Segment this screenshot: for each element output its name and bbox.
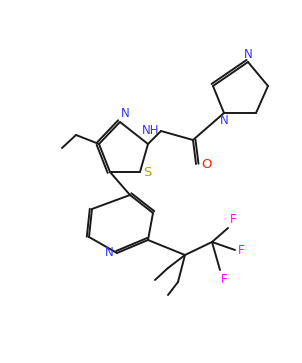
Text: N: N	[244, 48, 252, 61]
Text: F: F	[221, 273, 228, 286]
Text: N: N	[105, 246, 114, 260]
Text: N: N	[121, 107, 130, 120]
Text: O: O	[201, 158, 211, 171]
Text: F: F	[230, 213, 237, 226]
Text: S: S	[143, 166, 151, 179]
Text: NH: NH	[142, 125, 159, 138]
Text: N: N	[220, 114, 228, 127]
Text: F: F	[238, 244, 245, 257]
